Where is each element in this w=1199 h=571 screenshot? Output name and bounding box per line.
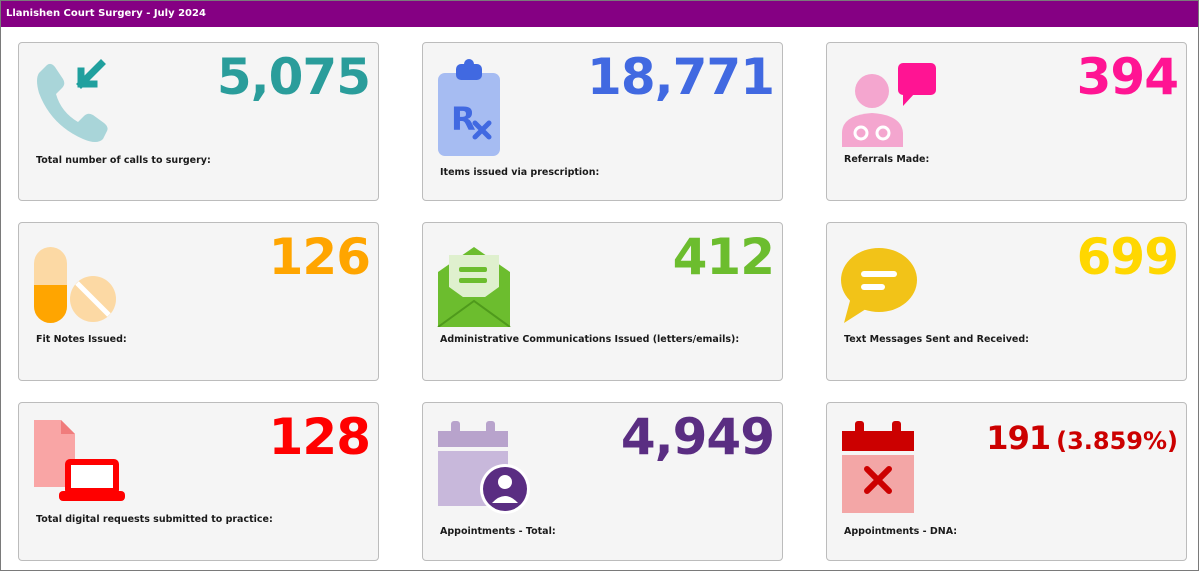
- calls-label: Total number of calls to surgery:: [36, 155, 211, 166]
- pills-icon: [34, 247, 116, 323]
- digital-requests-card: 128 Total digital requests submitted to …: [18, 402, 379, 561]
- digital-requests-label: Total digital requests submitted to prac…: [36, 514, 273, 525]
- calendar-cross-icon: [842, 421, 914, 513]
- speech-bubble-icon: [841, 248, 917, 323]
- dashboard-title: Llanishen Court Surgery - July 2024: [6, 8, 206, 19]
- fit-notes-card: 126 Fit Notes Issued:: [18, 222, 379, 381]
- admin-comms-card: 412 Administrative Communications Issued…: [422, 222, 783, 381]
- referrals-label: Referrals Made:: [844, 154, 930, 165]
- appointments-dna-value: 191 (3.859%): [986, 417, 1178, 462]
- referrals-card: 394 Referrals Made:: [826, 42, 1187, 201]
- prescriptions-card: R 18,771 Items issued via prescription:: [422, 42, 783, 201]
- appointments-dna-label: Appointments - DNA:: [844, 526, 958, 537]
- calendar-user-icon: [438, 421, 530, 514]
- text-messages-label: Text Messages Sent and Received:: [844, 334, 1029, 345]
- dashboard-header: Llanishen Court Surgery - July 2024: [1, 1, 1198, 27]
- phone-incoming-icon: [37, 59, 108, 142]
- fit-notes-value: 126: [268, 228, 371, 286]
- prescriptions-label: Items issued via prescription:: [440, 167, 600, 178]
- appointments-total-label: Appointments - Total:: [440, 526, 556, 537]
- dna-count: 191: [986, 419, 1051, 457]
- svg-text:R: R: [451, 100, 476, 138]
- digital-requests-value: 128: [268, 408, 371, 466]
- referrals-value: 394: [1076, 48, 1179, 106]
- calls-card: 5,075 Total number of calls to surgery:: [18, 42, 379, 201]
- text-messages-value: 699: [1076, 228, 1179, 286]
- appointments-dna-card: 191 (3.859%) Appointments - DNA:: [826, 402, 1187, 561]
- text-messages-card: 699 Text Messages Sent and Received:: [826, 222, 1187, 381]
- admin-comms-label: Administrative Communications Issued (le…: [440, 334, 740, 345]
- admin-comms-value: 412: [672, 228, 775, 286]
- document-laptop-icon: [34, 420, 125, 501]
- prescriptions-value: 18,771: [587, 48, 775, 106]
- doctor-chat-icon: [842, 63, 936, 147]
- appointments-total-card: 4,949 Appointments - Total:: [422, 402, 783, 561]
- calls-value: 5,075: [216, 48, 371, 106]
- dna-percentage: (3.859%): [1056, 427, 1178, 455]
- prescription-clipboard-icon: R: [438, 59, 500, 156]
- fit-notes-label: Fit Notes Issued:: [36, 334, 127, 345]
- appointments-total-value: 4,949: [620, 408, 775, 466]
- open-envelope-icon: [437, 247, 511, 327]
